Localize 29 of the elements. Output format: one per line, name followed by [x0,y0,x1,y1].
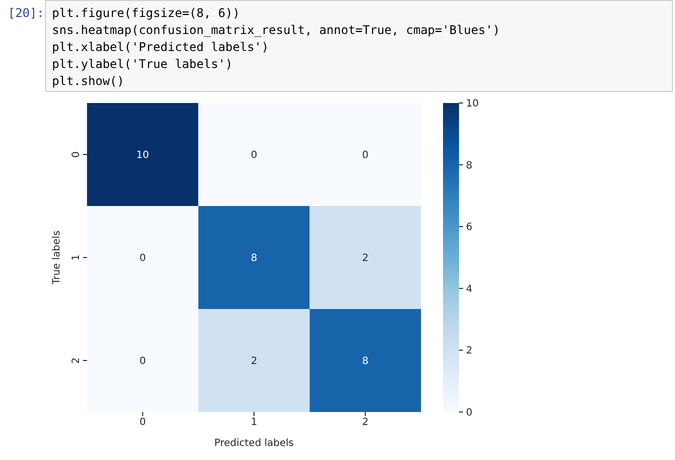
text: plt.show() [52,73,126,90]
y-tick-label: 1 [71,254,82,261]
x-tick-label: 2 [362,417,369,428]
data-label: 10 [136,150,150,161]
data-label: 2 [362,253,369,264]
color-bar-label: 10 [466,98,479,110]
y-axis-title: True labels [52,230,63,286]
data-label: 0 [362,150,369,161]
data-label: 0 [250,150,258,161]
data-label: 0 [139,253,146,264]
y-tick-label: 0 [71,151,82,158]
color-bar-label: 8 [466,160,472,172]
text: plt.ylabel('True labels') [52,56,234,73]
y-tick-label: 2 [71,357,82,364]
color-bar-label: 6 [466,222,472,234]
color-bar-label: 0 [466,408,472,418]
data-label: 8 [250,253,258,264]
color-bar-label: 4 [466,284,472,295]
data-label: 0 [139,356,146,367]
text: plt.figure(figsize=(8, 6)) [52,5,241,22]
x-tick-label: 1 [250,417,258,428]
data-label: 8 [362,356,369,367]
x-axis-title: Predicted labels [214,438,294,449]
color-bar-label: 2 [466,346,472,357]
x-tick-label: 0 [139,417,146,428]
text: sns.heatmap(confusion_matrix_result, annot=True, cmap='Blues') [52,22,501,39]
text: plt.xlabel('Predicted labels') [52,39,270,56]
data-label: 2 [250,356,258,367]
text: [20]: [8,6,44,20]
